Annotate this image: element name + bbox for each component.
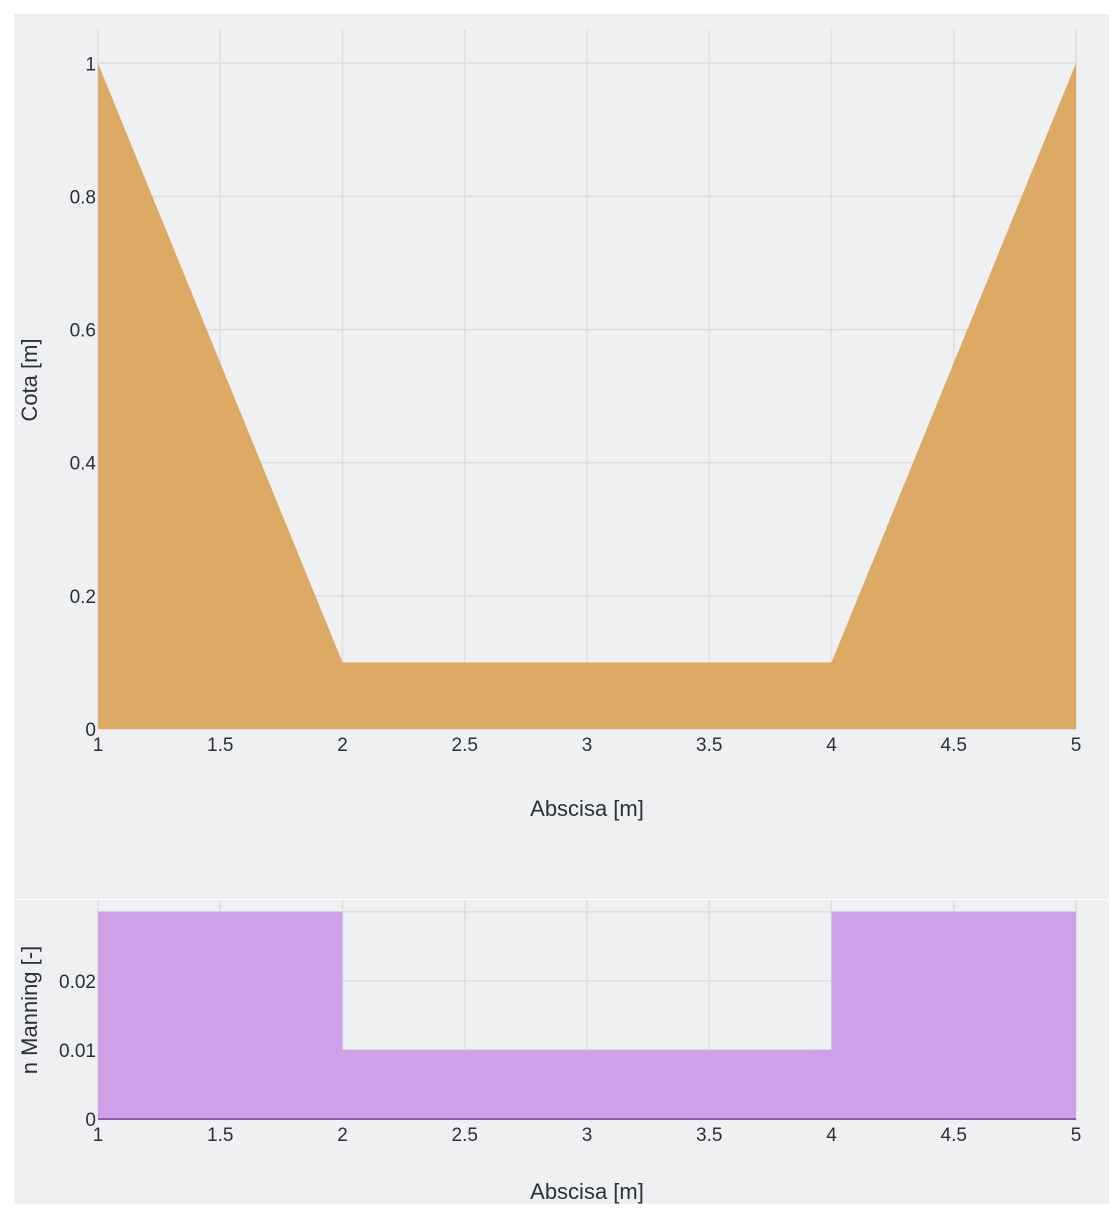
x-tick-label: 4 [826,735,837,756]
y-tick-label: 0.2 [70,587,96,608]
x-tick-label: 5 [1071,1125,1082,1146]
x-tick-label: 2.5 [452,1125,478,1146]
x-tick-label: 4.5 [941,735,967,756]
x-tick-label: 5 [1071,735,1082,756]
x-tick-label: 4.5 [941,1125,967,1146]
manning-chart-panel: 1 1.5 2 2.5 3 3.5 4 4.5 5 0 0.01 0.02 Abscisa [m] n M… [14,900,1109,1204]
x-axis-title: Abscisa [m] [530,1179,644,1204]
y-tick-label: 0.8 [70,187,96,208]
y-tick-label: 0.6 [70,321,96,342]
y-tick-label: 0 [85,720,96,741]
x-tick-label: 4 [826,1125,837,1146]
x-tick-label: 3.5 [696,1125,722,1146]
x-tick-label: 3 [582,1125,593,1146]
y-tick-label: 0.4 [70,454,97,475]
y-tick-label: 0.01 [59,1041,96,1062]
y-tick-label: 1 [85,54,96,75]
x-tick-label: 3.5 [696,735,722,756]
x-axis-ticks: 1 1.5 2 2.5 3 3.5 4 4.5 5 [93,1125,1082,1146]
y-axis-title: n Manning [-] [17,946,42,1074]
x-tick-label: 2 [337,1125,348,1146]
x-tick-label: 2.5 [452,735,478,756]
elevation-chart-panel: 1 1.5 2 2.5 3 3.5 4 4.5 5 0 0.2 0.4 0.6 0.8 1 Abscisa [… [14,14,1109,899]
x-tick-label: 1 [93,1125,104,1146]
x-tick-label: 3 [582,735,593,756]
y-axis-ticks: 0 0.2 0.4 0.6 0.8 1 [70,54,97,741]
x-axis-title: Abscisa [m] [530,796,644,821]
x-tick-label: 1.5 [207,1125,233,1146]
manning-area [98,911,1076,1119]
y-axis-ticks: 0 0.01 0.02 [59,972,96,1131]
elevation-chart: 1 1.5 2 2.5 3 3.5 4 4.5 5 0 0.2 0.4 0.6 0.8 1 Abscisa [… [17,30,1082,821]
x-tick-label: 1.5 [207,735,233,756]
manning-chart: 1 1.5 2 2.5 3 3.5 4 4.5 5 0 0.01 0.02 Abscisa [m] n M… [17,900,1082,1204]
elevation-area [98,63,1076,730]
y-tick-label: 0 [85,1110,96,1131]
y-axis-title: Cota [m] [17,338,42,421]
x-axis-ticks: 1 1.5 2 2.5 3 3.5 4 4.5 5 [93,735,1082,756]
x-tick-label: 1 [93,735,104,756]
x-tick-label: 2 [337,735,348,756]
y-tick-label: 0.02 [59,972,96,993]
